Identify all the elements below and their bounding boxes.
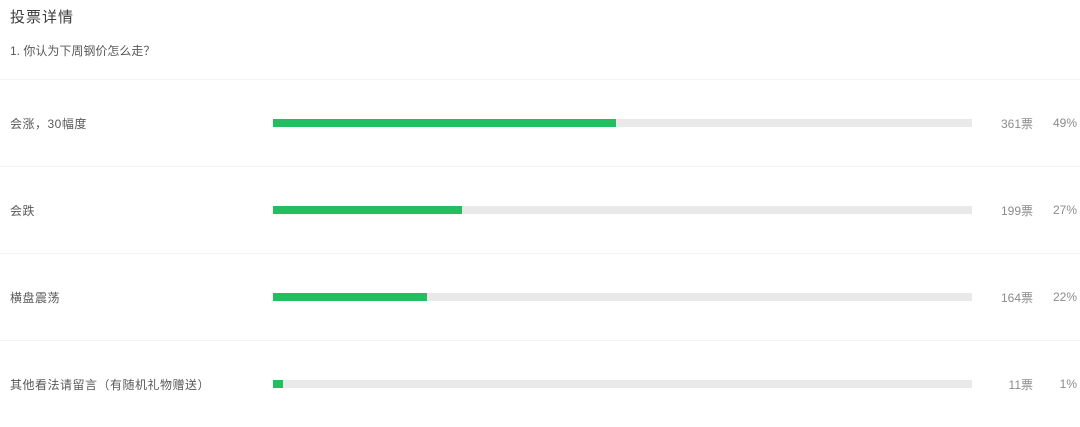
poll-option-row: 会涨，30幅度 361票 49% bbox=[0, 79, 1080, 166]
poll-option-row: 会跌 199票 27% bbox=[0, 166, 1080, 253]
progress-bar-fill bbox=[273, 119, 616, 127]
question-title: 1. 你认为下周钢价怎么走？ bbox=[10, 44, 156, 58]
option-label: 会涨，30幅度 bbox=[10, 116, 87, 131]
vote-percent: 49% bbox=[1052, 116, 1077, 130]
progress-bar-fill bbox=[273, 293, 427, 301]
vote-percent: 1% bbox=[1059, 377, 1077, 391]
option-label: 会跌 bbox=[10, 203, 36, 218]
poll-option-row: 其他看法请留言（有随机礼物赠送） 11票 1% bbox=[0, 340, 1080, 427]
progress-bar-track bbox=[273, 380, 972, 388]
progress-bar-track bbox=[273, 293, 972, 301]
vote-count: 199票 bbox=[1000, 203, 1033, 218]
vote-count: 11票 bbox=[1008, 377, 1033, 392]
progress-bar-fill bbox=[273, 206, 462, 214]
option-label: 横盘震荡 bbox=[10, 290, 61, 305]
vote-detail-page: 投票详情 1. 你认为下周钢价怎么走？ 会涨，30幅度 361票 49% 会跌 … bbox=[0, 8, 1080, 427]
poll-options-list: 会涨，30幅度 361票 49% 会跌 199票 27% 横盘震荡 164票 2… bbox=[0, 79, 1080, 427]
page-title: 投票详情 bbox=[10, 9, 75, 26]
vote-percent: 27% bbox=[1052, 203, 1077, 217]
vote-percent: 22% bbox=[1052, 290, 1077, 304]
progress-bar-track bbox=[273, 206, 972, 214]
progress-bar-track bbox=[273, 119, 972, 127]
poll-option-row: 横盘震荡 164票 22% bbox=[0, 253, 1080, 340]
option-label: 其他看法请留言（有随机礼物赠送） bbox=[10, 377, 211, 392]
vote-count: 164票 bbox=[1000, 290, 1033, 305]
progress-bar-fill bbox=[273, 380, 283, 388]
vote-count: 361票 bbox=[1000, 116, 1033, 131]
